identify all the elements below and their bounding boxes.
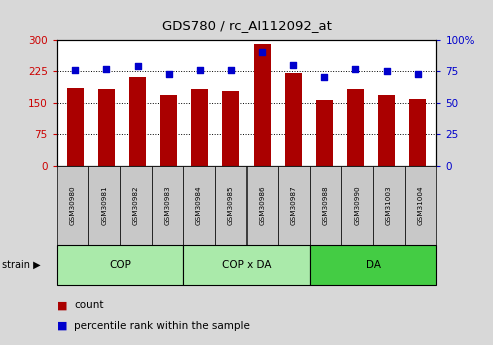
- Text: GSM30981: GSM30981: [101, 186, 107, 225]
- Text: ■: ■: [57, 321, 67, 331]
- Point: [165, 71, 173, 77]
- Point: [227, 67, 235, 73]
- Point: [289, 62, 297, 68]
- Text: GSM30988: GSM30988: [322, 186, 329, 225]
- Point: [352, 66, 359, 71]
- Text: percentile rank within the sample: percentile rank within the sample: [74, 321, 250, 331]
- Text: GSM30990: GSM30990: [354, 186, 360, 225]
- Text: count: count: [74, 300, 104, 310]
- Text: GSM30980: GSM30980: [70, 186, 75, 225]
- Text: GSM30986: GSM30986: [259, 186, 265, 225]
- Text: DA: DA: [365, 260, 381, 270]
- Point: [383, 68, 390, 74]
- Bar: [98, 89, 115, 166]
- Text: GSM30983: GSM30983: [164, 186, 171, 225]
- Bar: [347, 89, 364, 166]
- Point: [414, 71, 422, 77]
- Text: GSM30984: GSM30984: [196, 186, 202, 225]
- Text: GSM30982: GSM30982: [133, 186, 139, 225]
- Bar: [129, 77, 146, 166]
- Point: [196, 67, 204, 73]
- Bar: [67, 88, 84, 166]
- Text: GSM31003: GSM31003: [386, 186, 392, 225]
- Text: strain ▶: strain ▶: [2, 260, 41, 270]
- Bar: [222, 91, 240, 166]
- Bar: [284, 73, 302, 166]
- Point: [103, 66, 110, 71]
- Text: GDS780 / rc_AI112092_at: GDS780 / rc_AI112092_at: [162, 19, 331, 32]
- Text: GSM30987: GSM30987: [291, 186, 297, 225]
- Point: [134, 63, 141, 69]
- Bar: [316, 100, 333, 166]
- Bar: [409, 99, 426, 166]
- Text: GSM30985: GSM30985: [228, 186, 234, 225]
- Text: GSM31004: GSM31004: [418, 186, 423, 225]
- Point: [258, 50, 266, 55]
- Point: [320, 75, 328, 80]
- Text: COP: COP: [109, 260, 131, 270]
- Bar: [253, 44, 271, 166]
- Point: [71, 67, 79, 73]
- Bar: [160, 95, 177, 166]
- Bar: [191, 89, 209, 166]
- Text: ■: ■: [57, 300, 67, 310]
- Bar: [378, 95, 395, 166]
- Text: COP x DA: COP x DA: [222, 260, 271, 270]
